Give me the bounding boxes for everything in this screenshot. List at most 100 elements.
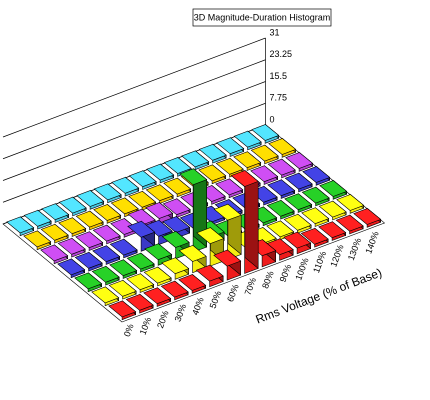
bar-top (230, 170, 259, 187)
bar-top (196, 227, 225, 245)
bar-top (108, 300, 137, 318)
bar (93, 183, 122, 204)
bar-top (250, 165, 279, 183)
bar (268, 137, 297, 158)
bar-top (160, 280, 189, 298)
bar-top (301, 186, 330, 204)
bar-top (40, 223, 69, 241)
x-tick-label: 80% (260, 270, 276, 290)
bar (57, 237, 86, 258)
bar-top (127, 208, 156, 226)
z-tick-label: 23.25 (270, 49, 293, 59)
x-tick-label: 20% (155, 309, 171, 329)
bar-top (57, 237, 86, 255)
chart-title: 3D Magnitude-Duration Histogram (194, 12, 331, 22)
bar (233, 130, 262, 151)
grid-line (2, 37, 266, 138)
bar (40, 223, 69, 244)
bar (233, 151, 262, 171)
bar (301, 186, 330, 207)
bar-top (198, 143, 227, 161)
bar-top (110, 197, 139, 215)
x-tick-label: 100% (293, 256, 310, 281)
grid-line (2, 102, 266, 203)
bar (215, 178, 244, 199)
x-tick-label: 60% (225, 283, 241, 303)
bar (216, 137, 245, 157)
bar-top (195, 264, 224, 282)
bar-top (318, 200, 347, 218)
bar (284, 193, 313, 213)
bar-top (145, 184, 174, 202)
bar-top (111, 176, 140, 194)
bar-top (285, 152, 314, 169)
bar (143, 287, 172, 307)
bar-top (213, 249, 242, 267)
bar-top (266, 199, 295, 217)
bar (145, 184, 174, 204)
bar (58, 217, 87, 237)
bar-top (41, 203, 70, 221)
x-tick-label: 10% (138, 316, 154, 336)
z-tick-label: 7.75 (270, 93, 288, 103)
bar-top (6, 216, 35, 234)
bar (163, 177, 192, 198)
bar (181, 150, 210, 171)
bar (319, 179, 348, 200)
bar-top (213, 203, 242, 221)
bar-top (233, 151, 262, 169)
grid-line (2, 59, 266, 160)
bar-top (108, 279, 137, 297)
bar-top (283, 231, 312, 249)
bar-top (163, 177, 192, 195)
bar-top (267, 179, 296, 197)
grid-line (2, 81, 266, 181)
bar-top (92, 245, 121, 263)
bar (75, 210, 104, 231)
bar (109, 259, 138, 279)
bar (41, 203, 70, 223)
bar (318, 221, 347, 241)
bar (111, 176, 140, 197)
bar (267, 158, 296, 179)
x-tick-label: 0% (122, 322, 136, 338)
z-tick-label: 15.5 (270, 71, 288, 81)
bar (250, 165, 279, 185)
bar-top (23, 230, 52, 248)
bar-top (23, 209, 52, 227)
bar-top (109, 238, 138, 256)
bar-top (283, 213, 312, 231)
bar-top (181, 150, 210, 168)
bar-top (251, 124, 280, 141)
bar-top (146, 163, 175, 181)
bar-top (267, 158, 296, 176)
bar (76, 189, 105, 210)
bar (162, 198, 191, 218)
x-tick-label: 50% (208, 289, 224, 309)
bar-top (178, 274, 207, 291)
bar (213, 249, 242, 281)
bar (353, 207, 382, 228)
bar-top (128, 170, 157, 188)
bar-top (301, 207, 330, 225)
bar-top (91, 265, 120, 283)
bar-top (76, 190, 105, 207)
bar (92, 224, 121, 245)
bar-top (127, 220, 156, 238)
bar (178, 273, 207, 294)
bar-top (93, 183, 122, 201)
bar-top (74, 251, 103, 269)
bar-top (268, 138, 297, 155)
bar-top (215, 178, 244, 196)
bar-top (215, 157, 244, 175)
bar (318, 200, 347, 221)
bar-top (92, 224, 121, 242)
bar-top (126, 273, 155, 291)
bar (215, 157, 244, 178)
bar (283, 231, 312, 255)
bar (74, 272, 103, 293)
bar-top (58, 196, 87, 214)
bar-top (58, 217, 87, 235)
bar (126, 252, 155, 273)
